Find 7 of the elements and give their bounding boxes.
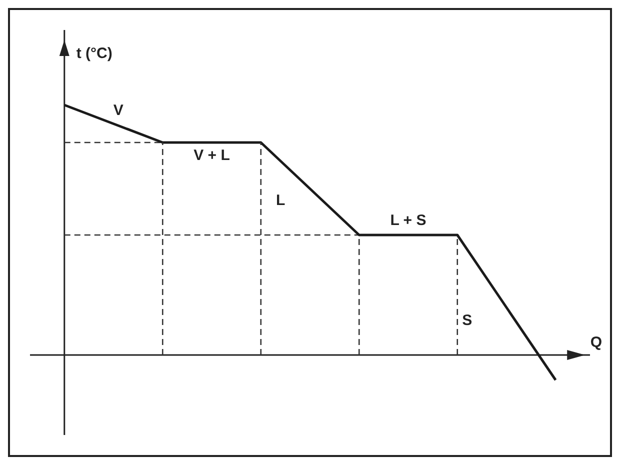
annotation: L + S xyxy=(390,212,426,229)
x-axis-title: Q xyxy=(590,334,602,351)
y-axis-title: t (°C) xyxy=(76,45,112,62)
annotation: S xyxy=(462,312,472,329)
annotation: L xyxy=(276,192,286,209)
annotation: V xyxy=(113,102,124,119)
annotation: V + L xyxy=(194,147,230,164)
